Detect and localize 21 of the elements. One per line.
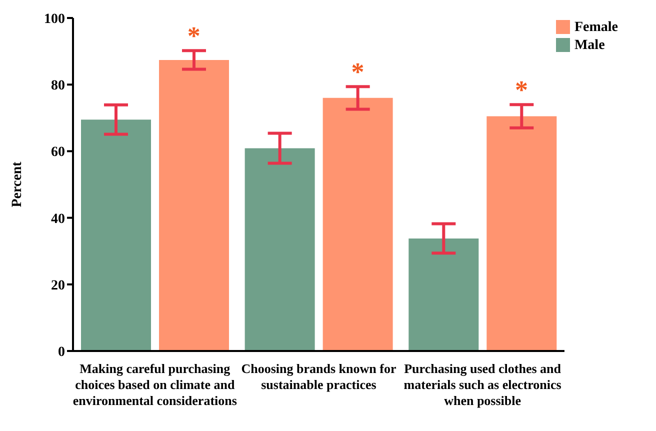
y-tick-label: 100 (44, 12, 65, 27)
bar (322, 98, 393, 351)
x-tick-label: Choosing brands known for sustainable practices (241, 361, 396, 392)
y-tick-label: 80 (51, 78, 65, 94)
annotation: * (515, 76, 528, 105)
y-tick-label: 40 (51, 212, 65, 227)
bar (244, 148, 315, 351)
y-axis-title: Percent (10, 161, 25, 208)
legend-label: Female (574, 20, 618, 35)
x-tick-label: Purchasing used clothes and materials such as electronics when possible (404, 361, 562, 408)
x-tick-label: Making careful purchasing choices based on climate and environmental considerations (72, 361, 237, 408)
y-tick-label: 60 (51, 145, 65, 160)
y-tick-label: 0 (58, 344, 65, 360)
bar (408, 238, 479, 351)
bar (159, 60, 229, 351)
y-tick-label: 20 (51, 278, 65, 294)
bar (486, 116, 557, 351)
annotation: * (351, 58, 364, 87)
bar (81, 120, 151, 351)
annotation: * (187, 22, 200, 51)
legend-label: Male (574, 38, 605, 53)
